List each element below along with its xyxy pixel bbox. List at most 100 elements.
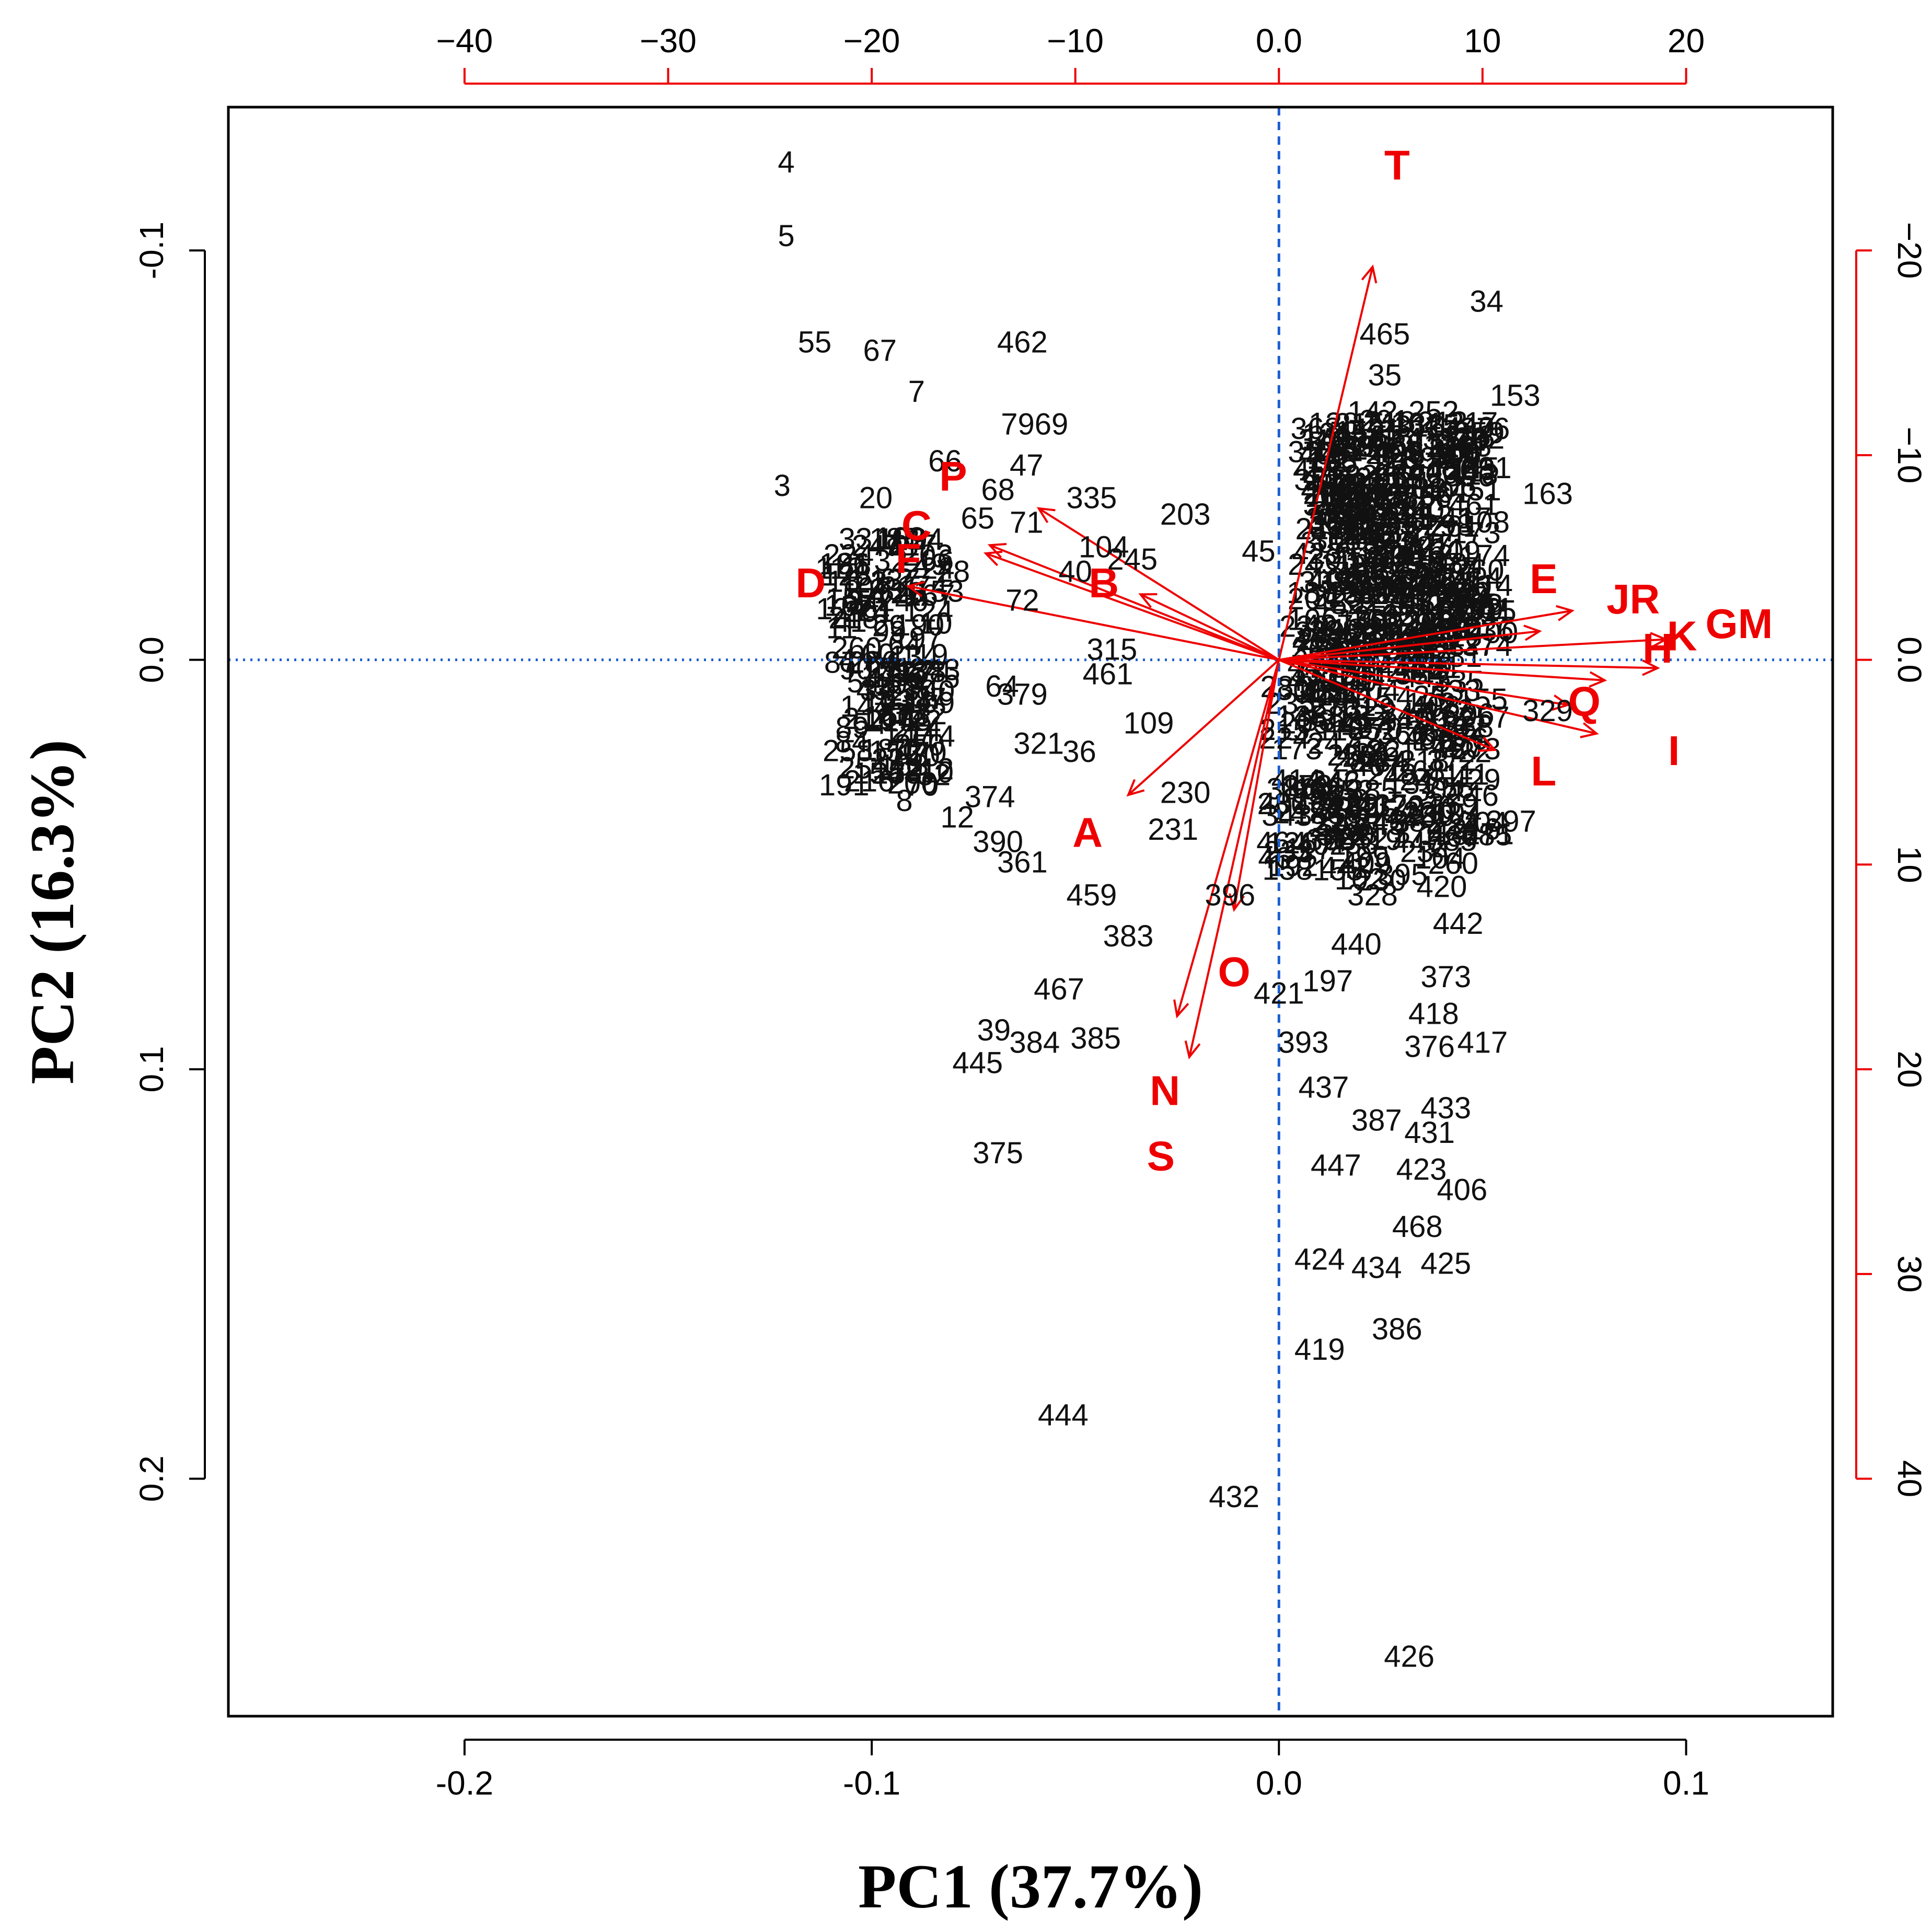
cluster-point-label: 98 xyxy=(893,653,927,687)
cluster-point-label: 404 xyxy=(1358,576,1409,610)
cluster-point-label: 194 xyxy=(1368,466,1418,500)
loading-label-d: D xyxy=(795,560,826,606)
cluster-point-label: 91 xyxy=(874,575,908,609)
cluster-point-label: 150 xyxy=(1398,702,1449,736)
cluster-point-label: 215 xyxy=(866,704,917,738)
cluster-point-label: 145 xyxy=(1449,451,1499,485)
cluster-point-label: 352 xyxy=(1338,822,1389,856)
score-point-label: 383 xyxy=(1103,919,1154,953)
top-tick-label: 20 xyxy=(1668,22,1705,60)
cluster-point-label: 186 xyxy=(1293,796,1344,830)
score-point-label: 20 xyxy=(1303,477,1337,511)
score-point-label: 467 xyxy=(1034,973,1084,1007)
cluster-point-label: 220 xyxy=(1403,796,1453,830)
cluster-point-label: 232 xyxy=(1331,584,1382,618)
cluster-point-label: 234 xyxy=(1382,507,1433,541)
cluster-point-label: 243 xyxy=(1288,548,1338,582)
cluster-point-label: 109 xyxy=(905,686,955,720)
cluster-point-label: 182 xyxy=(1327,459,1378,493)
right-tick-label: 20 xyxy=(1891,1051,1928,1088)
cluster-point-label: 178 xyxy=(1281,769,1332,803)
cluster-point-label: 461 xyxy=(1449,488,1499,522)
cluster-point-label: 7 xyxy=(883,528,900,562)
right-tick-label: −20 xyxy=(1891,222,1928,279)
cluster-point-label: 416 xyxy=(1374,537,1425,571)
cluster-point-label: 124 xyxy=(903,595,953,629)
loading-arrowhead-l xyxy=(1478,736,1497,752)
cluster-point-label: 117 xyxy=(1285,832,1333,866)
cluster-point-label: 66 xyxy=(920,543,954,577)
x-tick-label: -0.1 xyxy=(843,1764,900,1802)
cluster-point-label: 384 xyxy=(1374,458,1425,492)
score-point-label: 419 xyxy=(1294,1333,1345,1367)
cluster-point-label: 84 xyxy=(835,725,869,759)
cluster-point-label: 238 xyxy=(1398,568,1449,602)
cluster-point-label: 174 xyxy=(897,570,948,604)
score-point-label: 230 xyxy=(1160,776,1211,810)
cluster-point-label: 234 xyxy=(1372,577,1423,611)
cluster-point-label: 344 xyxy=(1435,428,1486,462)
score-point-label: 66 xyxy=(928,444,962,478)
cluster-point-label: 140 xyxy=(1441,570,1492,604)
right-tick-label: −10 xyxy=(1891,427,1928,484)
loading-label-b: B xyxy=(1089,560,1119,606)
score-point-label: 203 xyxy=(1160,498,1211,531)
cluster-point-label: 427 xyxy=(1303,609,1353,643)
cluster-point-label: 374 xyxy=(1317,818,1368,852)
cluster-point-label: 428 xyxy=(1413,556,1464,590)
cluster-point-label: 49 xyxy=(914,548,948,582)
cluster-point-label: 73 xyxy=(869,652,903,686)
cluster-point-label: 216 xyxy=(844,764,895,798)
cluster-point-label: 282 xyxy=(1349,517,1400,551)
cluster-point-label: 102 xyxy=(1311,562,1361,596)
score-point-label: 45 xyxy=(1242,534,1276,568)
cluster-point-label: 131 xyxy=(1310,675,1360,709)
score-point-label: 315 xyxy=(1086,632,1137,666)
score-point-label: 28 xyxy=(936,554,970,588)
cluster-point-label: 341 xyxy=(1395,466,1446,500)
score-point-label: 462 xyxy=(997,326,1048,360)
score-point-label: 231 xyxy=(1148,813,1198,847)
y-axis-right-loadings: −20 −10 0.0 10 20 30 40 xyxy=(1855,222,1928,1497)
right-tick-label: 40 xyxy=(1891,1460,1928,1497)
loading-arrow-k xyxy=(1279,658,1658,669)
cluster-point-label: 203 xyxy=(1310,510,1361,543)
cluster-point-label: 205 xyxy=(1280,707,1331,741)
cluster-point-label: 375 xyxy=(1338,564,1389,598)
cluster-point-label: 418 xyxy=(1368,442,1418,476)
cluster-point-label: 89 xyxy=(835,711,869,745)
cluster-point-label: 322 xyxy=(1350,467,1401,501)
cluster-point-label: 240 xyxy=(878,584,929,618)
cluster-point-label: 276 xyxy=(1460,412,1510,446)
cluster-point-label: 281 xyxy=(1431,640,1482,674)
cluster-point-label: 124 xyxy=(1302,417,1353,450)
cluster-point-label: 264 xyxy=(1361,537,1412,571)
loading-label-o: O xyxy=(1218,948,1250,995)
score-point-label: 424 xyxy=(1294,1243,1345,1277)
x-tick-label: 0.0 xyxy=(1256,1764,1302,1802)
cluster-point-label: 212 xyxy=(904,753,954,786)
cluster-point-label: 261 xyxy=(1429,510,1480,543)
cluster-point-label: 246 xyxy=(1448,779,1499,813)
cluster-point-label: 129 xyxy=(1374,790,1425,824)
cluster-point-label: 419 xyxy=(1351,823,1402,857)
cluster-point-label: 234 xyxy=(1400,835,1451,869)
cluster-point-label: 442 xyxy=(1320,851,1371,885)
cluster-point-label: 293 xyxy=(1441,430,1492,464)
cluster-point-label: 217 xyxy=(1438,593,1488,627)
cluster-point-label: 118 xyxy=(884,683,932,717)
cluster-point-label: 443 xyxy=(1401,660,1451,694)
cluster-point-label: 50 xyxy=(906,739,940,773)
cluster-point-label: 208 xyxy=(1444,420,1495,454)
cluster-point-label: 271 xyxy=(1463,817,1514,851)
score-point-label: 461 xyxy=(1083,657,1133,691)
cluster-point-label: 137 xyxy=(869,563,920,597)
cluster-point-label: 230 xyxy=(1356,863,1406,897)
cluster-point-label: 213 xyxy=(1447,598,1497,632)
cluster-point-label: 100 xyxy=(1325,577,1375,611)
cluster-point-label: 254 xyxy=(848,645,898,679)
cluster-point-label: 145 xyxy=(1276,699,1327,733)
score-point-label: 425 xyxy=(1420,1247,1471,1281)
cluster-point-label: 261 xyxy=(1296,623,1347,657)
cluster-point-label: 330 xyxy=(1353,569,1404,603)
